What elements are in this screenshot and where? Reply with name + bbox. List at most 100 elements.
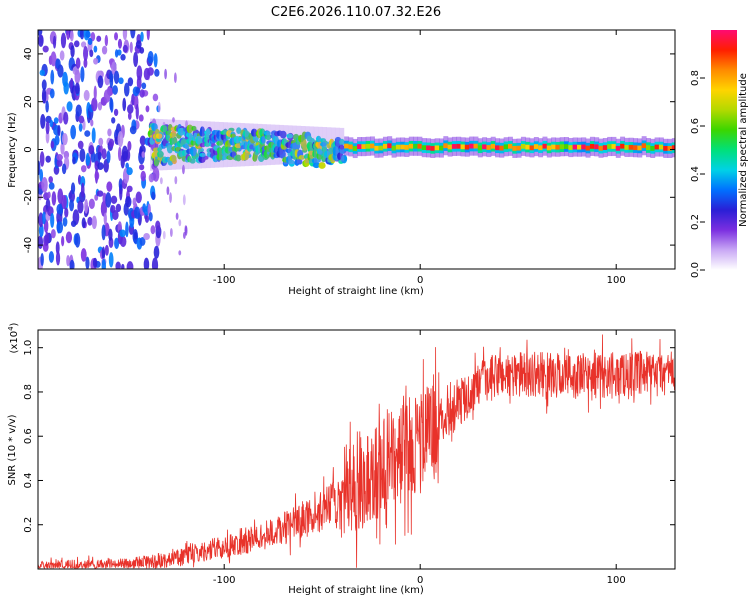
spectrogram-cell <box>387 143 393 149</box>
snr-ytick-label: 1.0 <box>23 340 34 356</box>
spectrogram-cell <box>594 144 600 150</box>
spectrogram-cell <box>110 98 114 113</box>
colorbar-tick-label: 0.0 <box>690 262 701 278</box>
spectrogram-cell <box>460 144 466 150</box>
spectrogram-cell <box>249 144 254 150</box>
spectrogram-cell <box>290 142 298 149</box>
spectrogram-cell <box>555 144 561 150</box>
spectrogram-cell <box>87 216 93 226</box>
spectrogram-cell <box>50 51 57 67</box>
spectrogram-cell <box>153 245 160 259</box>
spectrogram-cell <box>139 89 145 98</box>
spectrogram-cell <box>602 145 608 150</box>
colorbar-label: Normalized spectral amplitude <box>738 73 749 227</box>
spectrogram-cell <box>190 149 197 157</box>
spectrogram-cell <box>279 130 287 139</box>
spectrogram-cell <box>244 123 250 167</box>
spectrogram-cell <box>39 168 44 182</box>
spectrogram-cell <box>611 144 617 149</box>
spectrogram-cell <box>240 123 246 167</box>
spectrogram-cell <box>370 143 375 149</box>
spectrogram-cell <box>119 229 126 238</box>
spectrogram-cell <box>157 101 161 113</box>
spectrogram-cell <box>91 97 98 112</box>
spectrogram-cell <box>61 194 67 210</box>
spectrogram-cell <box>147 130 154 136</box>
spectrogram-cell <box>110 205 116 214</box>
spectrogram-cell <box>296 125 302 164</box>
spectrogram-cell <box>559 144 565 150</box>
spectrogram-cell <box>104 34 109 47</box>
spectrogram-cell <box>126 185 133 193</box>
spectrogram-cell <box>118 77 124 85</box>
spectrogram-cell <box>241 153 250 161</box>
spectrogram-cell <box>122 97 127 112</box>
spectrogram-cell <box>40 113 46 129</box>
colorbar-tick-label: 0.4 <box>690 166 701 182</box>
spectrogram-cell <box>50 69 55 85</box>
spectrogram-cell <box>160 125 168 133</box>
spectrogram-cell <box>163 119 168 171</box>
spectrogram-cell <box>52 35 57 49</box>
spectrogram-cell <box>50 140 55 149</box>
spectrogram-cell <box>53 117 59 124</box>
spectrogram-cell <box>63 111 69 125</box>
spectrogram-cell <box>48 182 55 190</box>
spectrogram-cell <box>66 101 73 112</box>
spectrogram-cell <box>430 146 436 151</box>
spectrogram-cell <box>57 124 61 137</box>
spectrogram-cell <box>525 144 531 150</box>
spectrogram-cell <box>57 64 64 78</box>
spectrogram-cell <box>439 145 444 151</box>
spectrogram-cell <box>50 212 55 228</box>
spectrogram-cell <box>69 259 75 269</box>
spectrogram-cell <box>121 145 128 161</box>
spectrogram-cell <box>169 132 177 138</box>
spectrogram-cell <box>154 68 160 77</box>
spectrogram-cell <box>104 244 109 256</box>
spectrogram-cell <box>101 246 106 260</box>
spectrogram-cell <box>122 44 128 53</box>
spectrogram-cell <box>42 211 47 225</box>
spectrogram-cell <box>166 144 173 154</box>
spectrogram-cell <box>127 77 134 87</box>
spectrogram-cell <box>182 194 186 206</box>
spectrogram-cell <box>125 221 129 238</box>
spectrogram-cell <box>175 212 179 220</box>
spectrogram-cell <box>97 101 103 111</box>
spectrogram-cell <box>477 145 483 151</box>
spectrogram-cell <box>56 221 64 234</box>
spectrogram-cell <box>326 127 332 163</box>
spectrogram-cell <box>42 45 49 53</box>
spectrogram-cell <box>199 152 206 157</box>
spectrogram-cell <box>182 144 190 149</box>
spectrogram-cell <box>81 217 86 229</box>
spectrogram-cell <box>38 34 44 47</box>
spectrogram-cell <box>141 82 147 90</box>
spectrogram-cell <box>482 144 488 150</box>
spectrogram-cell <box>564 144 569 149</box>
spectrogram-cell <box>322 127 327 163</box>
spectrogram-cell <box>174 176 178 185</box>
spectrogram-cell <box>495 145 500 151</box>
spectrogram-cell <box>201 121 207 169</box>
spectrogram-cell <box>51 191 57 206</box>
spectrogram-cell <box>172 117 175 123</box>
spectrogram-cell <box>41 87 47 104</box>
spectrogram-cell <box>315 135 322 143</box>
spectrogram-cell <box>374 145 380 151</box>
spectrogram-cell <box>633 145 638 151</box>
spectrogram-cell <box>120 54 126 61</box>
spectrogram-cell <box>62 132 68 146</box>
spectrogram-cell <box>93 57 99 65</box>
spectrogram-cell <box>361 144 367 149</box>
spectrogram-cell <box>83 45 89 61</box>
spectrogram-cell <box>97 162 104 171</box>
spectrogram-cell <box>105 192 112 208</box>
spectrogram-cell <box>154 118 159 171</box>
spectrogram-cell <box>140 31 144 42</box>
spectrogram-cell <box>624 145 630 150</box>
spectrogram-cell <box>101 224 106 241</box>
spectrogram-cell <box>139 135 146 146</box>
